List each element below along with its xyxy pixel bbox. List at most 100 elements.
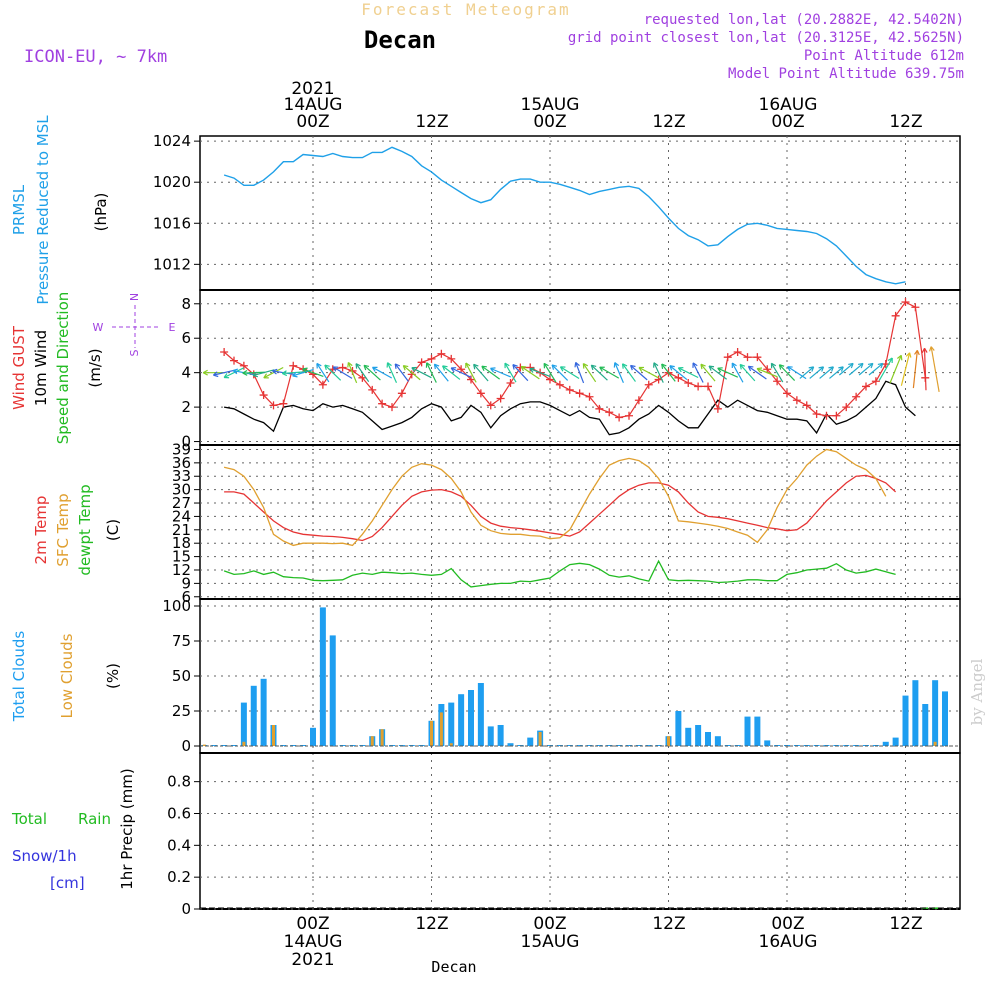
temperature-ytick-label: 6	[181, 588, 191, 606]
wind-arrow-shaft	[465, 362, 477, 383]
wind-arrow-shaft	[551, 364, 569, 381]
wind-arrow-shaft	[582, 363, 597, 383]
wind-arrow-shaft	[756, 367, 778, 378]
wind-gust-marker	[496, 394, 505, 403]
wind-gust-marker	[832, 411, 841, 420]
total-clouds-bar	[300, 745, 307, 746]
wind-arrow-head	[896, 354, 903, 361]
wind-gust-marker	[674, 373, 683, 382]
total-clouds-bar	[645, 745, 652, 746]
low-clouds-bar	[242, 741, 246, 746]
wind-gust-marker	[911, 303, 920, 312]
wind-arrow-head	[529, 367, 535, 373]
precip-ytick-label: 0.4	[167, 836, 191, 854]
total-clouds-bar	[942, 691, 948, 746]
wind-gust-marker	[565, 385, 574, 394]
celsius-unit-label: (C)	[104, 519, 122, 541]
temperature-ytick-label: 30	[172, 481, 191, 499]
total-clouds-bar	[566, 745, 573, 746]
wind-arrow-shaft	[560, 366, 580, 380]
wind-arrow-shaft	[529, 368, 551, 378]
wind-arrow-head	[332, 366, 339, 372]
total-clouds-bar	[221, 745, 228, 746]
wind-arrow-head	[450, 367, 457, 373]
wind-arrow-head	[747, 365, 754, 372]
total-clouds-bar	[902, 695, 909, 746]
model-altitude: Model Point Altitude 639.75m	[728, 66, 964, 82]
wind-arrow-head	[877, 362, 884, 369]
wind-arrow-head	[921, 347, 928, 353]
precip-ytick-label: 0	[181, 900, 191, 918]
wind-gust-marker	[358, 373, 367, 382]
wind-y-axis: 0 2 4 6 8	[181, 295, 960, 451]
temperature-ytick-label: 12	[172, 561, 191, 579]
wind-arrow-head	[551, 364, 558, 370]
wind-arrow-head	[808, 366, 815, 372]
bottom-time-axis: 00Z 14AUG 2021 12Z 00Z 15AUG 12Z 00Z 16A…	[284, 914, 923, 970]
temperature-ytick-label: 39	[172, 440, 191, 458]
wind-arrow-head	[739, 363, 746, 370]
wind-arrow-head	[292, 371, 298, 378]
wind-gust-line	[223, 301, 926, 419]
wind-arrow-head	[731, 362, 737, 369]
wind-gust-marker	[773, 377, 782, 386]
temperature-ytick-label: 33	[172, 467, 191, 485]
wind-arrow-shaft	[292, 368, 314, 377]
wind-panel-frame	[199, 289, 961, 446]
wind-arrow-head	[512, 364, 518, 370]
temperature-ytick-label: 36	[172, 454, 191, 472]
pressure-ytick-label: 1020	[153, 173, 191, 191]
wind-arrow-shaft	[575, 362, 585, 384]
wind-gust-marker	[842, 403, 851, 412]
wind-arrow-shaft	[770, 362, 784, 383]
wind-gust-marker	[812, 410, 821, 418]
wind-arrow-head	[504, 362, 510, 369]
pressure-msl-label: Pressure Reduced to MSL	[34, 115, 52, 305]
wind-arrow-head	[638, 366, 645, 373]
pressure-ytick-label: 1016	[153, 214, 191, 232]
total-clouds-label: Total Clouds	[10, 631, 28, 723]
wind-arrow-shaft	[543, 363, 557, 383]
total-clouds-bar	[596, 745, 603, 746]
wind-arrow-head	[363, 364, 370, 371]
wind-arrow-head	[848, 362, 854, 369]
wind-gust-marker	[486, 401, 495, 410]
total-clouds-bar	[892, 737, 899, 746]
rain-bar	[932, 907, 939, 909]
precip-labels: Total Rain Snow/1h [cm] 1hr Precip (mm)	[11, 768, 136, 892]
wind-gust-marker	[802, 401, 811, 410]
panel-frames	[199, 135, 961, 910]
total-clouds-bar	[260, 678, 267, 746]
wind-gust-marker	[871, 377, 880, 386]
total-clouds-bar	[616, 745, 623, 746]
wind-gust-marker	[378, 399, 387, 408]
wind-arrow-shaft	[868, 362, 884, 376]
total-clouds-bar	[714, 736, 721, 746]
rain-label: Rain	[78, 810, 111, 828]
total-clouds-bar	[744, 716, 751, 746]
total-clouds-bar	[764, 740, 771, 746]
total-clouds-bar	[458, 694, 465, 746]
percent-unit-label: (%)	[104, 663, 122, 689]
wind-arrow-head	[692, 362, 698, 368]
wind-arrow-head	[202, 369, 208, 376]
total-clouds-bar	[655, 745, 662, 746]
precip-ytick-label: 0.8	[167, 773, 191, 791]
total-clouds-bar	[606, 745, 613, 746]
clouds-ytick-label: 25	[172, 702, 191, 720]
wind-10m-line	[223, 380, 916, 436]
wind-arrow-shaft	[923, 348, 927, 391]
wind-arrow-head	[700, 363, 706, 370]
total-clouds-bar	[487, 726, 494, 746]
wind-arrow-shaft	[838, 362, 854, 376]
wind-gust-marker	[733, 348, 742, 356]
temp-2m-label: 2m Temp	[32, 496, 50, 565]
wind-arrow-shaft	[748, 365, 767, 380]
wind-arrow-shaft	[316, 363, 330, 383]
wind-arrow-shaft	[878, 357, 893, 381]
wind-arrow-shaft	[442, 365, 461, 380]
wind-arrow-head	[818, 366, 825, 372]
wind-arrow-head	[599, 366, 605, 372]
wind-gust-marker	[723, 353, 732, 362]
wind-arrow-head	[787, 366, 793, 372]
